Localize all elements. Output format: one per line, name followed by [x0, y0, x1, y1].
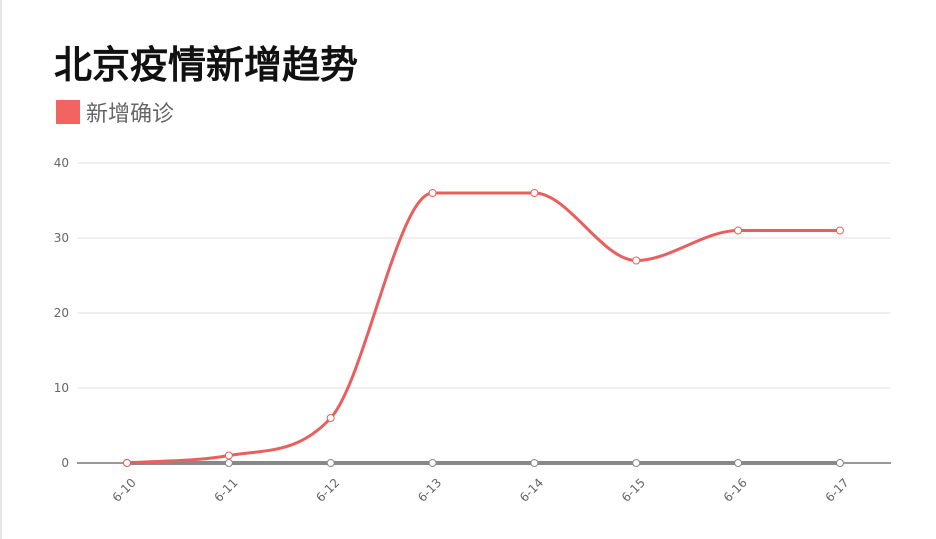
legend-swatch-confirmed: [56, 100, 80, 124]
x-tick-label-6-11: 6-11: [211, 476, 240, 505]
y-tick-label-0: 0: [61, 456, 69, 470]
data-point-1-6-14: [530, 459, 539, 467]
data-point-1-6-16: [734, 459, 743, 467]
legend[interactable]: 新增确诊: [56, 96, 174, 128]
x-tick-label-6-17: 6-17: [823, 476, 852, 505]
data-point-0-6-17: [835, 226, 844, 235]
data-point-0-6-14: [530, 189, 539, 197]
data-point-0-6-16: [734, 226, 743, 235]
x-tick-label-6-16: 6-16: [721, 476, 750, 505]
y-tick-label-20: 20: [54, 306, 69, 320]
data-point-1-6-11: [224, 459, 233, 467]
chart-title: 北京疫情新增趋势: [54, 43, 359, 87]
series-line-0: [125, 191, 842, 465]
x-tick-label-6-10: 6-10: [110, 476, 139, 505]
data-point-0-6-13: [428, 189, 437, 197]
x-tick-label-6-15: 6-15: [619, 476, 648, 505]
data-point-1-6-12: [326, 459, 335, 467]
data-point-1-6-13: [428, 459, 437, 467]
data-point-0-6-10: [123, 459, 131, 467]
data-point-0-6-11: [224, 451, 233, 460]
x-tick-label-6-13: 6-13: [415, 476, 444, 505]
data-point-0-6-12: [326, 414, 335, 422]
y-tick-label-10: 10: [54, 381, 69, 395]
x-tick-label-6-12: 6-12: [313, 476, 342, 505]
y-tick-label-30: 30: [54, 231, 69, 245]
x-tick-label-6-14: 6-14: [517, 476, 546, 505]
y-tick-label-40: 40: [54, 156, 69, 170]
legend-label-confirmed: 新增确诊: [86, 102, 175, 127]
data-point-0-6-15: [632, 256, 641, 265]
data-point-1-6-15: [632, 459, 641, 467]
data-point-1-6-17: [835, 459, 844, 467]
